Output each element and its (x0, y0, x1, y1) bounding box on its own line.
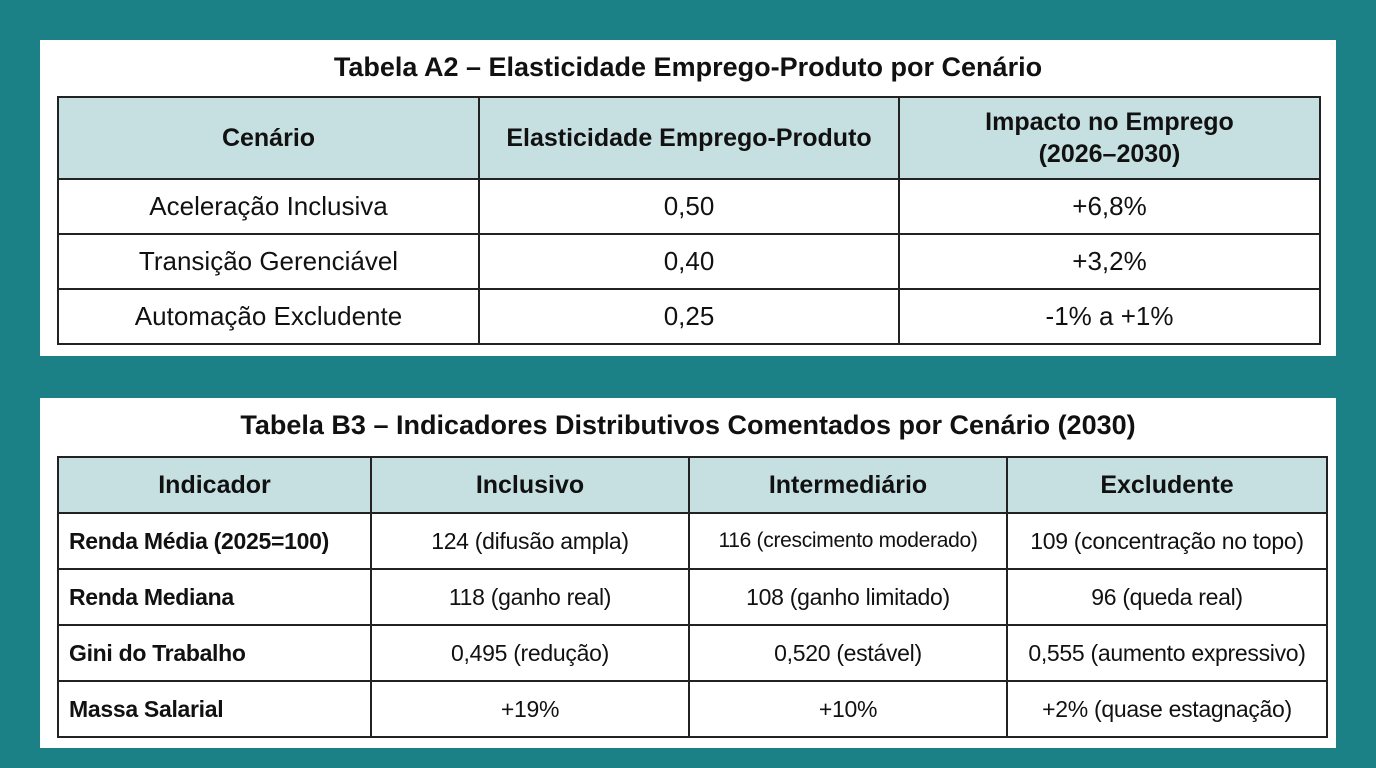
table-b: Indicador Inclusivo Intermediário Excludent… (57, 456, 1328, 738)
header-cell: Intermediário (688, 456, 1008, 514)
table-a: Cenário Elasticidade Emprego-Produto Impac… (57, 96, 1321, 345)
panel-b: Tabela B3 – Indicadores Distributivos Co… (40, 398, 1336, 748)
table-title: Tabela B3 – Indicadores Distributivos Co… (240, 410, 1136, 440)
table-cell: 118 (ganho real) (370, 568, 690, 626)
header-row: Indicador Inclusivo Intermediário Excludent… (57, 456, 1328, 514)
table-cell: 0,50 (478, 178, 900, 235)
table-cell: 96 (queda real) (1006, 568, 1328, 626)
table-cell: 0,40 (478, 233, 900, 290)
table-row: Renda Mediana 118 (ganho real) 108 (ganho … (57, 568, 1328, 626)
header-cell: Indicador (57, 456, 372, 514)
header-cell: Excludente (1006, 456, 1328, 514)
table-row: Automação Excludente 0,25 -1% a +1% (57, 288, 1321, 345)
header-row: Cenário Elasticidade Emprego-Produto Impac… (57, 96, 1321, 180)
table-cell: +3,2% (898, 233, 1321, 290)
table-cell: +2% (quase estagnação) (1006, 680, 1328, 738)
table-cell: Transição Gerenciável (57, 233, 480, 290)
table-cell: Gini do Trabalho (57, 624, 372, 682)
table-cell: +10% (688, 680, 1008, 738)
table-cell: 116 (crescimento moderado) (688, 512, 1008, 570)
table-row: Gini do Trabalho 0,495 (redução) 0,520 (es… (57, 624, 1328, 682)
table-cell: +6,8% (898, 178, 1321, 235)
header-cell: Elasticidade Emprego-Produto (478, 96, 900, 180)
table-cell: 0,25 (478, 288, 900, 345)
table-row: Aceleração Inclusiva 0,50 +6,8% (57, 178, 1321, 235)
table-cell: Massa Salarial (57, 680, 372, 738)
panel-a: Tabela A2 – Elasticidade Emprego-Produto… (40, 40, 1336, 356)
table-cell: Renda Mediana (57, 568, 372, 626)
header-cell: Cenário (57, 96, 480, 180)
table-row: Massa Salarial +19% +10% +2% (quase estagna… (57, 680, 1328, 738)
table-row: Transição Gerenciável 0,40 +3,2% (57, 233, 1321, 290)
table-cell: 109 (concentração no topo) (1006, 512, 1328, 570)
table-cell: Aceleração Inclusiva (57, 178, 480, 235)
table-cell: 108 (ganho limitado) (688, 568, 1008, 626)
header-cell: Impacto no Emprego (2026–2030) (898, 96, 1321, 180)
table-cell: 124 (difusão ampla) (370, 512, 690, 570)
table-cell: 0,520 (estável) (688, 624, 1008, 682)
table-cell: Automação Excludente (57, 288, 480, 345)
table-row: Renda Média (2025=100) 124 (difusão ampla… (57, 512, 1328, 570)
header-cell: Inclusivo (370, 456, 690, 514)
table-cell: -1% a +1% (898, 288, 1321, 345)
table-cell: Renda Média (2025=100) (57, 512, 372, 570)
table-cell: 0,495 (redução) (370, 624, 690, 682)
table-title: Tabela A2 – Elasticidade Emprego-Produto… (333, 52, 1043, 82)
table-cell: +19% (370, 680, 690, 738)
table-cell: 0,555 (aumento expressivo) (1006, 624, 1328, 682)
